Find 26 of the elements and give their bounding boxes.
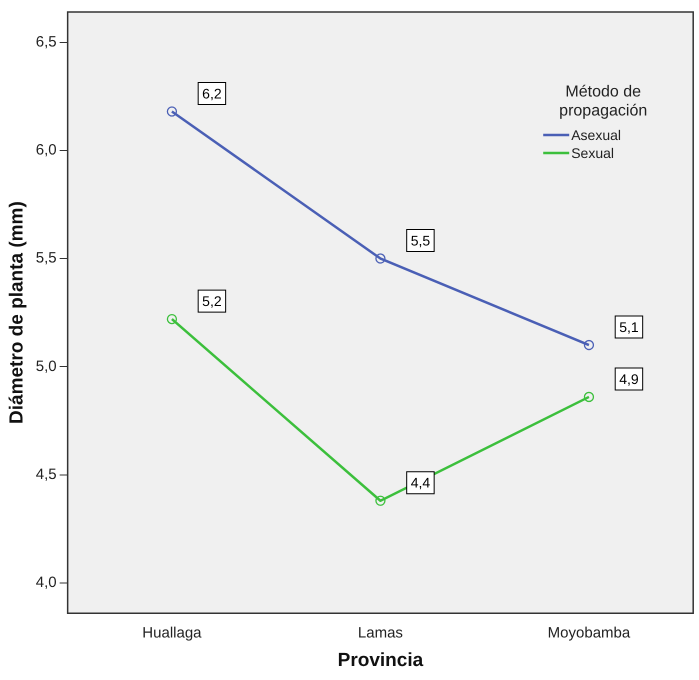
x-axis-title: Provincia xyxy=(338,650,424,671)
data-label: 5,5 xyxy=(410,232,430,248)
point xyxy=(375,496,386,506)
point xyxy=(584,392,594,402)
y-tick-label: 4,5 xyxy=(36,466,57,483)
y-tick-label: 4,0 xyxy=(36,574,57,592)
point xyxy=(166,106,178,117)
point xyxy=(166,314,178,324)
y-axis-title: Diámetro de planta (mm) xyxy=(6,201,28,424)
data-label: 5,2 xyxy=(202,292,222,309)
legend-title: Método de propagación xyxy=(559,83,648,120)
point xyxy=(375,253,386,264)
y-tick-label: 5,5 xyxy=(36,250,57,267)
legend-label: Asexual xyxy=(571,126,622,143)
x-tick-label: Lamas xyxy=(358,624,403,642)
data-label: 5,1 xyxy=(619,318,639,335)
data-label: 6,2 xyxy=(202,85,222,102)
y-tick-label: 6,0 xyxy=(36,142,57,159)
x-tick-label: Huallaga xyxy=(142,624,202,642)
point xyxy=(584,340,594,350)
x-tick-label: Moyobamba xyxy=(548,624,631,642)
legend-label: Sexual xyxy=(571,144,614,161)
data-label: 4,4 xyxy=(410,474,430,491)
data-label: 4,9 xyxy=(619,370,639,387)
y-tick-label: 5,0 xyxy=(36,358,57,375)
y-tick-label: 6,5 xyxy=(36,33,57,50)
